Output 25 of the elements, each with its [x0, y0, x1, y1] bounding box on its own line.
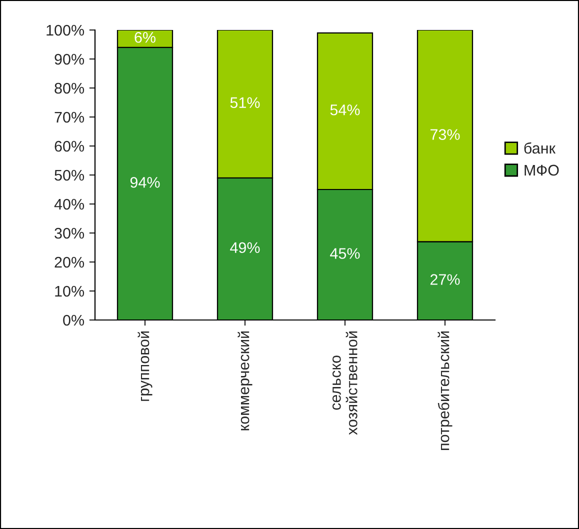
y-tick-label: 0%	[63, 314, 84, 326]
data-label: 6%	[134, 32, 156, 43]
data-label: 54%	[330, 104, 360, 116]
y-tick-label: 80%	[54, 82, 84, 94]
legend-label: банк	[524, 142, 556, 154]
y-tick-label: 70%	[54, 112, 84, 123]
y-tick-label: 100%	[46, 24, 84, 36]
y-tick-label: 90%	[54, 54, 84, 65]
data-label: 94%	[130, 176, 160, 188]
x-tick-label: сельско хозяйственной	[332, 331, 358, 435]
y-tick-label: 20%	[54, 256, 84, 268]
data-label: 51%	[230, 97, 260, 108]
y-tick-label: 50%	[54, 170, 84, 181]
data-label: 73%	[430, 129, 460, 140]
y-tick-label: 10%	[55, 286, 84, 297]
data-label: 27%	[430, 274, 460, 285]
x-tick-label: коммерческий	[238, 331, 252, 430]
data-label: 45%	[330, 248, 360, 259]
x-tick-label: потребительский	[438, 331, 452, 450]
x-tick-label: групповой	[138, 331, 152, 401]
y-tick-label: 40%	[54, 198, 84, 210]
legend-label: МФО	[524, 164, 559, 176]
data-label: 49%	[230, 242, 260, 254]
y-tick-label: 30%	[54, 228, 84, 239]
y-tick-label: 60%	[54, 140, 84, 152]
